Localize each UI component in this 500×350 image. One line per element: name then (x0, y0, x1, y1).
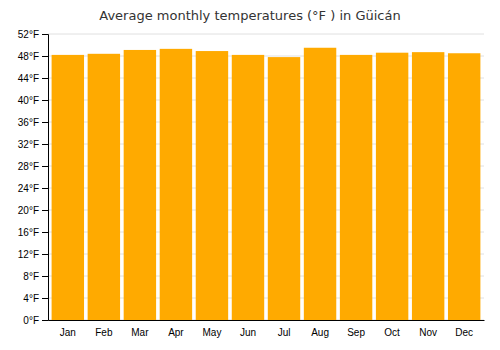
y-tick-label: 32°F (18, 139, 39, 150)
y-tick: 44°F (18, 73, 48, 84)
y-tick-mark (42, 320, 48, 321)
x-tick-label: Jan (60, 327, 76, 338)
y-tick-label: 8°F (23, 271, 39, 282)
y-tick-label: 12°F (18, 249, 39, 260)
y-tick-label: 4°F (23, 293, 39, 304)
y-tick: 8°F (23, 271, 48, 282)
y-tick-mark (42, 232, 48, 233)
y-axis-line (42, 35, 49, 321)
y-tick: 20°F (18, 205, 48, 216)
y-tick-mark (42, 78, 48, 79)
y-tick-label: 36°F (18, 117, 39, 128)
bar (448, 53, 480, 320)
y-tick-label: 52°F (18, 29, 39, 40)
y-tick: 12°F (18, 249, 48, 260)
y-tick-mark (42, 34, 48, 35)
y-tick: 32°F (18, 139, 48, 150)
x-tick: Mar (131, 327, 149, 338)
y-tick-mark (42, 298, 48, 299)
y-tick-label: 40°F (18, 95, 39, 106)
y-tick-mark (42, 122, 48, 123)
x-tick: Jul (278, 327, 291, 338)
x-tick: Jan (60, 327, 76, 338)
x-tick-label: Dec (455, 327, 473, 338)
y-tick: 28°F (18, 161, 48, 172)
x-tick-label: Sep (347, 327, 365, 338)
y-tick-mark (42, 276, 48, 277)
x-tick: Dec (455, 327, 473, 338)
bar (232, 55, 264, 320)
y-tick: 40°F (18, 95, 48, 106)
chart: Average monthly temperatures (°F ) in Gü… (0, 0, 500, 350)
y-tick-mark (42, 56, 48, 57)
x-tick: Jun (240, 327, 256, 338)
bar (124, 50, 156, 320)
grid (48, 34, 484, 320)
y-tick-label: 44°F (18, 73, 39, 84)
x-tick-label: Apr (168, 327, 184, 338)
y-tick-mark (42, 144, 48, 145)
bar (268, 57, 300, 320)
x-tick-label: Jul (278, 327, 291, 338)
y-tick-label: 28°F (18, 161, 39, 172)
x-tick: Nov (419, 327, 437, 338)
x-tick-label: Oct (384, 327, 400, 338)
bar (52, 55, 84, 320)
bar (196, 51, 228, 320)
y-axis: 0°F 4°F 8°F 12°F 16°F 20°F 24°F 28°F 32°F 36°F 40°… (18, 29, 49, 326)
x-tick-label: Mar (131, 327, 149, 338)
bar (376, 53, 408, 320)
y-tick: 4°F (23, 293, 48, 304)
bar (412, 52, 444, 320)
y-tick-mark (42, 100, 48, 101)
y-tick-label: 20°F (18, 205, 39, 216)
x-tick-label: Jun (240, 327, 256, 338)
bar (340, 55, 372, 320)
y-tick-label: 24°F (18, 183, 39, 194)
x-tick-label: Nov (419, 327, 437, 338)
y-tick-label: 48°F (18, 51, 39, 62)
x-tick: May (202, 327, 221, 338)
y-tick: 16°F (18, 227, 48, 238)
y-tick-label: 16°F (18, 227, 39, 238)
x-tick: Aug (311, 327, 329, 338)
y-tick: 48°F (18, 51, 48, 62)
x-axis-line (49, 320, 485, 321)
x-tick-label: Aug (311, 327, 329, 338)
y-tick-mark (42, 188, 48, 189)
grid-line (48, 34, 484, 35)
bar (88, 54, 120, 320)
y-tick: 36°F (18, 117, 48, 128)
x-tick: Feb (95, 327, 113, 338)
y-tick: 0°F (23, 315, 48, 326)
x-tick-label: Feb (95, 327, 113, 338)
title: Average monthly temperatures (°F ) in Gü… (99, 8, 400, 23)
bars (52, 48, 481, 320)
y-tick: 24°F (18, 183, 48, 194)
y-tick-label: 0°F (23, 315, 39, 326)
y-tick-mark (42, 254, 48, 255)
bar (160, 49, 192, 320)
y-tick: 52°F (18, 29, 48, 40)
y-tick-mark (42, 166, 48, 167)
x-tick-label: May (202, 327, 221, 338)
bar (304, 48, 336, 320)
x-axis: Jan Feb Mar Apr May Jun Jul Aug Sep Oct Nov Dec (49, 321, 485, 339)
x-tick: Oct (384, 327, 400, 338)
plot: 0°F 4°F 8°F 12°F 16°F 20°F 24°F 28°F 32°F 36°F 40°… (18, 29, 485, 338)
y-tick-mark (42, 210, 48, 211)
x-tick: Sep (347, 327, 365, 338)
x-tick: Apr (168, 327, 184, 338)
